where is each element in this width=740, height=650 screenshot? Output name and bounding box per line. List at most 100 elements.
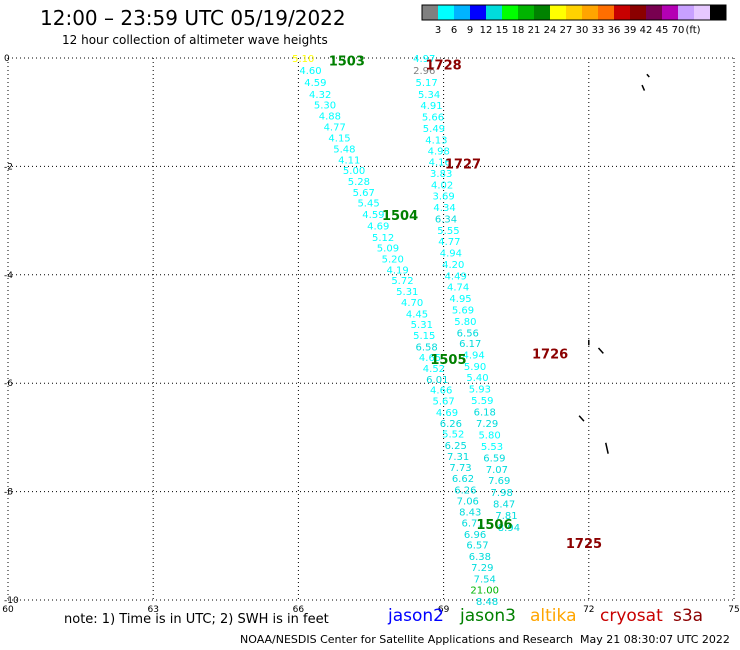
swh-value-left: 6.38 <box>469 552 491 563</box>
swh-value-left: 7.29 <box>471 563 493 574</box>
swh-value-left: 6.26 <box>440 419 462 430</box>
y-tick-label: -10 <box>4 596 19 606</box>
swh-value-left: 4.11 <box>338 155 360 166</box>
swh-value-left: 4.65 <box>419 353 441 364</box>
swh-value-left: 21.00 <box>470 586 499 597</box>
land-outline <box>597 347 604 354</box>
swh-value-right: 5.40 <box>466 373 488 384</box>
swh-value-left: 5.48 <box>333 145 355 156</box>
swh-value-left: 6.26 <box>454 485 476 496</box>
colorbar-swatch <box>438 5 454 20</box>
swh-value-left: 6.01 <box>426 375 448 386</box>
swh-value-right: 4.74 <box>447 283 469 294</box>
colorbar-swatch <box>470 5 486 20</box>
swh-value-left: 4.19 <box>386 265 408 276</box>
swh-value-right: 6.59 <box>483 453 505 464</box>
swh-value-left: 4.69 <box>436 408 458 419</box>
footnote: note: 1) Time is in UTC; 2) SWH is in fe… <box>64 612 329 627</box>
swh-value-left: 4.32 <box>309 90 331 101</box>
colorbar-label: 12 <box>480 25 493 36</box>
y-tick-label: -6 <box>4 379 13 389</box>
swh-value-right: 3.83 <box>430 169 452 180</box>
colorbar-label: 21 <box>528 25 541 36</box>
swh-value-right: 5.59 <box>471 396 493 407</box>
swh-value-right: 4.77 <box>438 237 460 248</box>
swh-value-left: 4.69 <box>367 221 389 232</box>
swh-value-right: 5.66 <box>422 113 444 124</box>
colorbar-swatch <box>422 5 438 20</box>
colorbar-swatch <box>518 5 534 20</box>
swh-value-right: 7.98 <box>491 488 513 499</box>
swh-value-right: 7.69 <box>488 476 510 487</box>
swh-value-left: 4.59 <box>304 78 326 89</box>
swh-value-left: 5.12 <box>372 233 394 244</box>
colorbar-label: 24 <box>544 25 557 36</box>
swh-value-right: 7.07 <box>486 465 508 476</box>
legend-jason2: jason2 <box>388 606 444 626</box>
swh-value-left: 8.48 <box>476 597 498 608</box>
swh-value-right: 4.02 <box>431 180 453 191</box>
swh-value-right: 4.94 <box>462 350 484 361</box>
swh-value-left: 4.66 <box>430 386 452 397</box>
swh-value-left: 5.45 <box>357 199 379 210</box>
swh-value-right: 2.96 <box>413 66 435 77</box>
swh-value-right: 6.56 <box>457 328 479 339</box>
x-tick-label: 75 <box>728 605 739 615</box>
y-tick-label: -8 <box>4 488 13 498</box>
colorbar-swatch <box>534 5 550 20</box>
track-id-label: 1505 <box>430 353 466 368</box>
swh-value-left: 7.06 <box>457 496 479 507</box>
swh-value-right: 4.94 <box>440 249 462 260</box>
swh-value-left: 4.45 <box>406 309 428 320</box>
swh-value-right: 5.93 <box>469 385 491 396</box>
colorbar-label: 33 <box>592 25 605 36</box>
colorbar-swatch <box>582 5 598 20</box>
swh-value-right: 4.34 <box>433 203 455 214</box>
swh-value-left: 7.54 <box>474 574 496 585</box>
swh-value-right: 5.90 <box>464 362 486 373</box>
colorbar-swatch <box>710 5 726 20</box>
track-id-label: 1727 <box>445 158 481 173</box>
colorbar-label: 36 <box>608 25 621 36</box>
colorbar-label: 42 <box>640 25 653 36</box>
swh-value-right: 6.34 <box>435 214 457 225</box>
land-outline <box>641 84 646 91</box>
swh-value-right: 6.18 <box>474 407 496 418</box>
track-id-label: 1504 <box>382 209 418 224</box>
page-subtitle: 12 hour collection of altimeter wave hei… <box>62 33 328 47</box>
swh-value-right: 4.20 <box>442 260 464 271</box>
colorbar-unit: (ft) <box>685 25 700 36</box>
colorbar-swatch <box>678 5 694 20</box>
swh-value-left: 6.58 <box>416 342 438 353</box>
swh-value-left: 5.31 <box>411 320 433 331</box>
swh-value-right: 5.34 <box>418 90 440 101</box>
x-tick-label: 69 <box>438 605 450 615</box>
colorbar-swatch <box>662 5 678 20</box>
y-tick-label: -2 <box>4 162 13 172</box>
swh-value-left: 6.62 <box>452 474 474 485</box>
swh-value-left: 5.52 <box>442 430 464 441</box>
swh-value-left: 4.15 <box>328 134 350 145</box>
y-tick-label: 0 <box>4 54 10 64</box>
swh-value-right: 4.91 <box>420 101 442 112</box>
swh-value-right: 4.97 <box>413 54 435 65</box>
land-outline <box>646 73 650 78</box>
swh-value-right: 5.80 <box>478 431 500 442</box>
swh-value-right: 5.55 <box>437 226 459 237</box>
swh-value-right: 5.69 <box>452 305 474 316</box>
swh-value-right: 7.29 <box>476 419 498 430</box>
track-id-label: 1725 <box>566 537 602 552</box>
swh-value-right: 5.80 <box>454 317 476 328</box>
legend-cryosat: cryosat <box>600 606 663 626</box>
swh-value-left: 6.25 <box>445 441 467 452</box>
swh-value-left: 6.71 <box>462 518 484 529</box>
footer-timestamp: May 21 08:30:07 UTC 2022 <box>580 633 730 646</box>
swh-value-right: 4.49 <box>445 271 467 282</box>
swh-value-right: 5.17 <box>416 78 438 89</box>
swh-value-left: 8.43 <box>459 508 481 519</box>
swh-value-right: 7.81 <box>495 511 517 522</box>
land-outline <box>605 442 609 454</box>
swh-value-left: 4.59 <box>362 210 384 221</box>
swh-value-left: 5.31 <box>396 287 418 298</box>
